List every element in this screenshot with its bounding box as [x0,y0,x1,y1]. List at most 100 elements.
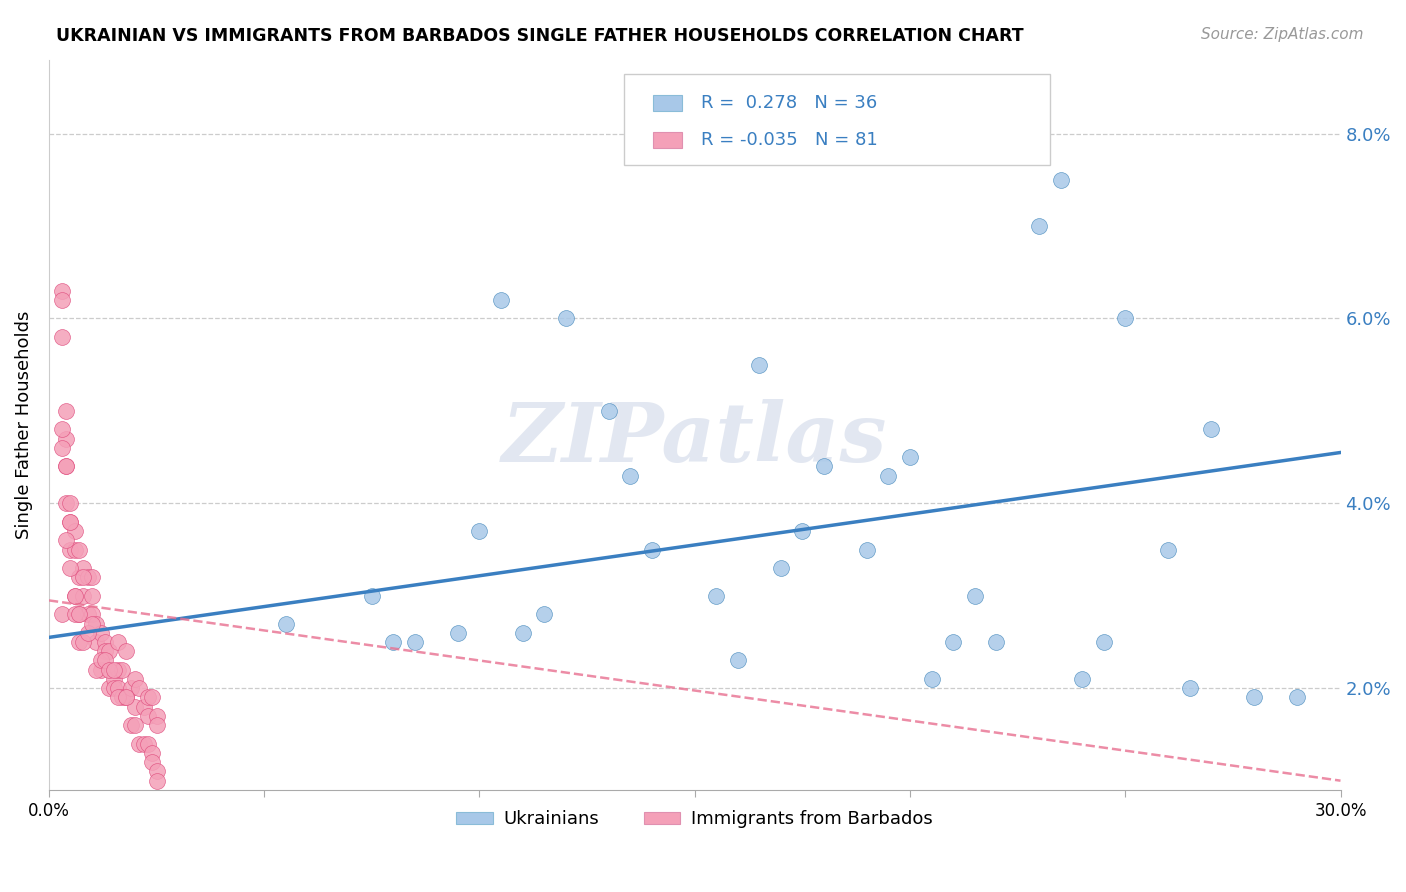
Point [107,663,129,677]
Point [727,653,749,667]
Point [51,607,73,622]
Point [63,542,86,557]
Point [813,459,835,474]
Point [145,773,167,788]
Text: UKRAINIAN VS IMMIGRANTS FROM BARBADOS SINGLE FATHER HOUSEHOLDS CORRELATION CHART: UKRAINIAN VS IMMIGRANTS FROM BARBADOS SI… [56,27,1024,45]
Point [145,764,167,779]
Point [1028,219,1050,233]
Text: ZIPatlas: ZIPatlas [502,400,887,479]
Point [1178,681,1201,696]
Point [124,718,146,732]
Text: Source: ZipAtlas.com: Source: ZipAtlas.com [1201,27,1364,42]
Point [107,681,129,696]
Text: R =  0.278   N = 36: R = 0.278 N = 36 [702,95,877,112]
Point [59,561,82,575]
Point [124,672,146,686]
Point [63,607,86,622]
Point [86,663,108,677]
Point [107,635,129,649]
Point [72,589,94,603]
Point [51,441,73,455]
Point [67,635,90,649]
FancyBboxPatch shape [654,95,682,112]
Point [51,293,73,307]
Point [63,524,86,538]
Point [90,653,112,667]
Point [67,570,90,584]
Point [76,625,98,640]
FancyBboxPatch shape [654,132,682,148]
Point [984,635,1007,649]
Point [963,589,986,603]
Point [942,635,965,649]
Point [769,561,792,575]
Point [94,635,117,649]
Point [55,404,77,418]
Point [67,607,90,622]
Point [90,625,112,640]
Point [59,515,82,529]
Point [554,311,576,326]
Point [141,746,163,760]
Point [468,524,491,538]
Point [107,690,129,705]
Point [98,644,121,658]
Point [63,589,86,603]
Point [103,672,125,686]
Point [856,542,879,557]
Point [86,635,108,649]
Point [141,690,163,705]
Point [792,524,814,538]
Point [115,644,138,658]
Point [1049,173,1071,187]
Point [145,709,167,723]
Point [90,663,112,677]
Point [877,468,900,483]
Point [1243,690,1265,705]
Point [1071,672,1094,686]
Point [103,663,125,677]
Point [132,699,155,714]
Point [136,690,159,705]
Point [360,589,382,603]
Point [103,681,125,696]
Point [72,561,94,575]
Text: R = -0.035   N = 81: R = -0.035 N = 81 [702,131,877,149]
Point [63,589,86,603]
Point [128,737,150,751]
Point [76,607,98,622]
Point [72,570,94,584]
Point [619,468,641,483]
Point [76,570,98,584]
Point [80,607,103,622]
Point [55,459,77,474]
Point [72,635,94,649]
Point [1201,422,1223,436]
Point [86,616,108,631]
Point [128,681,150,696]
Point [98,663,121,677]
Point [1286,690,1309,705]
Point [382,635,405,649]
Point [80,570,103,584]
Point [704,589,727,603]
Point [51,330,73,344]
Legend: Ukrainians, Immigrants from Barbados: Ukrainians, Immigrants from Barbados [450,803,941,836]
FancyBboxPatch shape [624,74,1050,166]
Point [55,459,77,474]
Point [489,293,512,307]
Point [59,515,82,529]
Point [898,450,921,464]
Point [120,681,142,696]
Point [51,284,73,298]
Point [404,635,426,649]
Y-axis label: Single Father Households: Single Father Households [15,310,32,539]
Point [447,625,470,640]
Point [141,755,163,769]
Point [136,709,159,723]
Point [80,589,103,603]
Point [80,616,103,631]
Point [115,690,138,705]
Point [115,690,138,705]
Point [55,533,77,548]
